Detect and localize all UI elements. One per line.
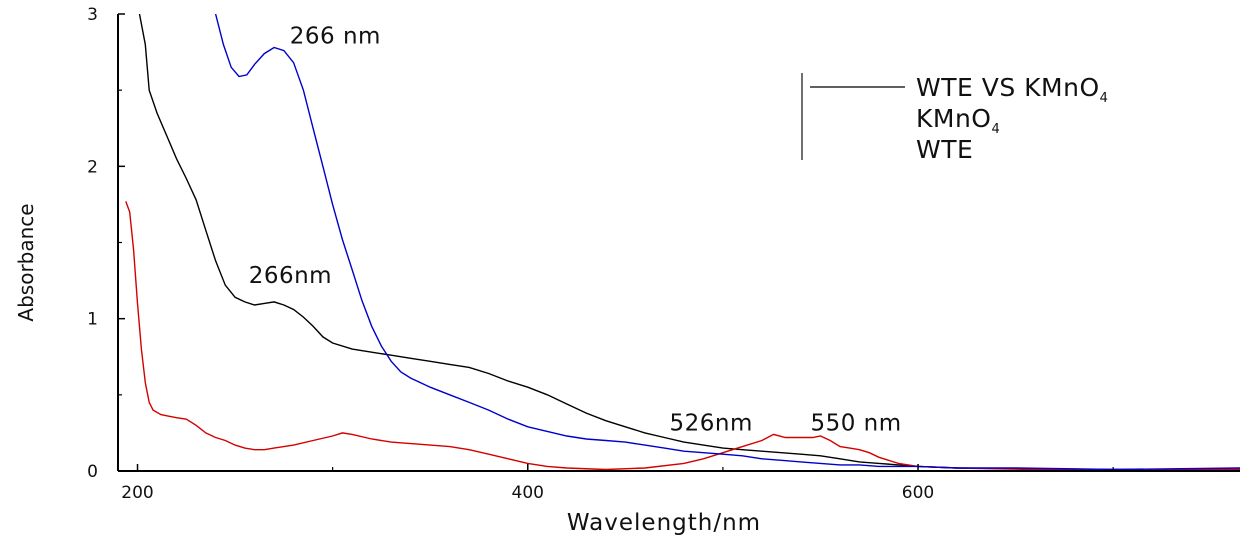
y-axis-title: Absorbance	[14, 203, 38, 321]
axes	[117, 13, 1240, 472]
y-tick-label: 3	[87, 5, 98, 25]
series-line-wte	[214, 14, 1240, 471]
peak-annotation: 526nm	[670, 411, 753, 437]
legend-label: WTE VS KMnO4	[916, 73, 1108, 106]
x-tick-label: 600	[902, 483, 934, 503]
series-layer	[125, 14, 1240, 471]
x-axis-title: Wavelength/nm	[567, 510, 761, 536]
y-tick-label: 2	[87, 157, 98, 177]
legend-label: WTE	[916, 135, 973, 164]
peak-annotation: 266nm	[249, 263, 332, 289]
y-tick-label: 0	[87, 462, 98, 482]
x-tick-label: 400	[512, 483, 544, 503]
peak-annotation: 266 nm	[290, 24, 381, 50]
y-tick-label: 1	[87, 310, 98, 330]
legend-label: KMnO4	[916, 104, 1000, 137]
annotations: 266 nm 266nm 526nm 550 nm	[249, 24, 901, 437]
peak-annotation: 550 nm	[810, 411, 901, 437]
tick-labels: 200 400 600 0 1 2 3	[87, 5, 934, 503]
series-line-kmno4	[125, 201, 1240, 471]
series-line-wte-vs-kmno4	[138, 14, 1240, 471]
x-tick-label: 200	[121, 483, 153, 503]
